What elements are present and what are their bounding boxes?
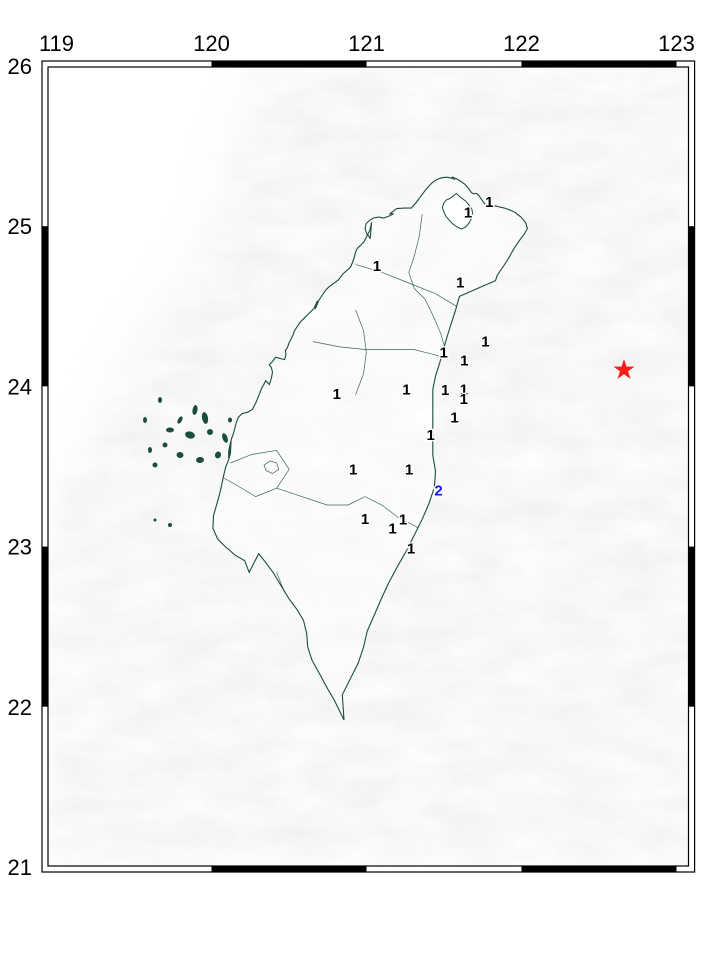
svg-text:1: 1	[349, 462, 357, 479]
svg-text:21: 21	[8, 855, 32, 880]
svg-text:1: 1	[481, 334, 489, 351]
svg-text:25: 25	[8, 214, 32, 239]
svg-text:122: 122	[503, 31, 540, 56]
svg-text:1: 1	[399, 511, 407, 528]
svg-text:1: 1	[407, 540, 415, 557]
svg-text:1: 1	[427, 427, 435, 444]
svg-text:1: 1	[405, 462, 413, 479]
svg-text:1: 1	[441, 382, 449, 399]
svg-text:1: 1	[402, 382, 410, 399]
svg-text:24: 24	[8, 374, 32, 399]
svg-text:1: 1	[440, 344, 448, 361]
svg-text:1: 1	[450, 410, 458, 427]
svg-text:1: 1	[464, 205, 472, 222]
svg-text:121: 121	[348, 31, 385, 56]
svg-text:123: 123	[658, 31, 695, 56]
svg-text:1: 1	[460, 353, 468, 370]
svg-text:1: 1	[361, 511, 369, 528]
svg-text:22: 22	[8, 695, 32, 720]
svg-text:1: 1	[373, 258, 381, 275]
svg-text:26: 26	[8, 54, 32, 79]
svg-text:120: 120	[193, 31, 230, 56]
svg-text:1: 1	[456, 275, 464, 292]
svg-text:1: 1	[485, 194, 493, 211]
svg-text:1: 1	[333, 386, 341, 403]
svg-text:2: 2	[434, 483, 442, 500]
svg-text:1: 1	[388, 521, 396, 538]
svg-text:119: 119	[39, 31, 74, 56]
svg-text:23: 23	[8, 535, 32, 560]
svg-text:1: 1	[460, 391, 468, 408]
